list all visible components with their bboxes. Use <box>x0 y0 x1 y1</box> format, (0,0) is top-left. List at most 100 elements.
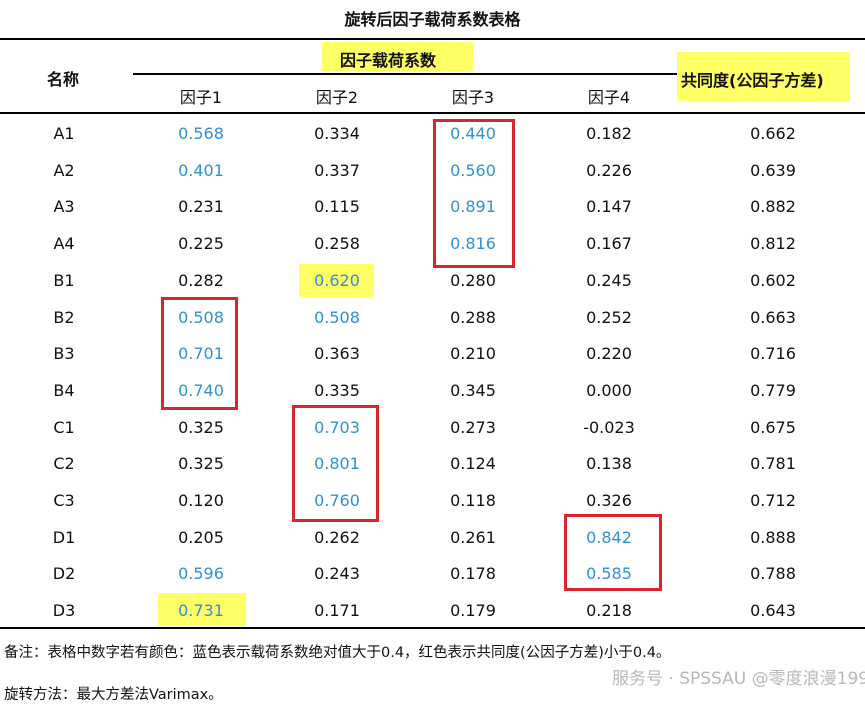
table-cell-f1: 0.231 <box>178 197 224 217</box>
table-title: 旋转后因子载荷系数表格 <box>344 10 521 29</box>
remark-note: 备注：表格中数字若有颜色：蓝色表示载荷系数绝对值大于0.4，红色表示共同度(公因… <box>4 645 671 661</box>
table-cell-comm: 0.639 <box>750 160 796 180</box>
table-cell-f1: 0.401 <box>178 160 224 180</box>
table-cell-comm: 0.812 <box>750 234 796 254</box>
table-cell-comm: 0.788 <box>750 564 796 584</box>
table-cell-f3: 0.560 <box>450 160 496 180</box>
table-cell-f4: 0.218 <box>586 601 632 621</box>
table-cell-f2: 0.243 <box>314 564 360 584</box>
table-cell-comm: 0.716 <box>750 344 796 364</box>
table-cell-f4: 0.252 <box>586 307 632 327</box>
cell-highlight-b1-f2 <box>299 264 374 297</box>
table-cell-f4: 0.147 <box>586 197 632 217</box>
table-cell-f1: 0.120 <box>178 491 224 510</box>
row-name: B4 <box>53 380 75 400</box>
method-note: 旋转方法：最大方差法Varimax。 <box>4 687 223 703</box>
factor2-header: 因子2 <box>315 88 359 107</box>
red-box-factor3-a <box>433 119 515 268</box>
table-cell-f3: 0.273 <box>450 417 496 437</box>
table-cell-f1: 0.325 <box>178 454 224 474</box>
table-cell-f2: 0.258 <box>314 234 360 254</box>
bottom-rule <box>0 627 865 629</box>
table-cell-f4: 0.138 <box>586 454 632 474</box>
table-cell-comm: 0.882 <box>750 197 796 217</box>
loading-group-highlight <box>322 42 473 71</box>
table-cell-f3: 0.179 <box>450 601 496 621</box>
cell-highlight-d3-f1 <box>158 593 246 626</box>
row-name: D3 <box>52 601 76 621</box>
name-column-header: 名称 <box>47 70 80 89</box>
table-cell-f3: 0.345 <box>450 380 496 400</box>
table-cell-comm: 0.888 <box>750 527 796 547</box>
table-cell-f4: -0.023 <box>583 417 635 437</box>
row-name: B2 <box>53 307 75 327</box>
row-name: A4 <box>53 234 75 254</box>
row-name: B3 <box>53 344 75 364</box>
table-cell-f4: 0.842 <box>586 527 632 547</box>
row-name: C3 <box>53 491 75 510</box>
table-cell-comm: 0.602 <box>750 270 796 290</box>
table-cell-f3: 0.124 <box>450 454 496 474</box>
table-cell-f2: 0.262 <box>314 527 360 547</box>
table-cell-f2: 0.801 <box>314 454 360 474</box>
table-cell-f1: 0.282 <box>178 270 224 290</box>
table-cell-comm: 0.779 <box>750 380 796 400</box>
table-cell-f4: 0.000 <box>586 380 632 400</box>
table-cell-f4: 0.167 <box>586 234 632 254</box>
row-name: D2 <box>52 564 76 584</box>
table-cell-f3: 0.288 <box>450 307 496 327</box>
communality-highlight <box>677 52 850 101</box>
table-cell-f3: 0.118 <box>450 491 496 510</box>
table-cell-f2: 0.363 <box>314 344 360 364</box>
red-box-factor1-b <box>161 297 238 410</box>
table-cell-f2: 0.703 <box>314 417 360 437</box>
table-cell-f3: 0.440 <box>450 124 496 143</box>
table-cell-f4: 0.182 <box>586 124 632 143</box>
table-cell-f3: 0.816 <box>450 234 496 254</box>
row-name: A1 <box>53 124 75 143</box>
table-cell-f4: 0.245 <box>586 270 632 290</box>
table-cell-f1: 0.325 <box>178 417 224 437</box>
table-cell-f4: 0.585 <box>586 564 632 584</box>
row-name: D1 <box>52 527 76 547</box>
table-cell-f2: 0.171 <box>314 601 360 621</box>
table-cell-f2: 0.334 <box>314 124 360 143</box>
row-name: B1 <box>53 270 75 290</box>
table-cell-f2: 0.508 <box>314 307 360 327</box>
table-cell-f1: 0.596 <box>178 564 224 584</box>
row-name: A2 <box>53 160 75 180</box>
table-cell-f4: 0.226 <box>586 160 632 180</box>
table-cell-comm: 0.663 <box>750 307 796 327</box>
table-cell-comm: 0.712 <box>750 491 796 510</box>
top-rule <box>0 38 865 40</box>
table-cell-f1: 0.701 <box>178 344 224 364</box>
table-cell-comm: 0.675 <box>750 417 796 437</box>
factor3-header: 因子3 <box>451 88 495 107</box>
row-name: C2 <box>53 454 75 474</box>
table-cell-f1: 0.205 <box>178 527 224 547</box>
table-cell-comm: 0.781 <box>750 454 796 474</box>
table-cell-f1: 0.740 <box>178 380 224 400</box>
table-cell-f2: 0.115 <box>314 197 360 217</box>
communality-header: 共同度(公因子方差) <box>681 71 824 90</box>
group-rule <box>133 73 680 75</box>
table-cell-f1: 0.225 <box>178 234 224 254</box>
table-cell-f2: 0.760 <box>314 491 360 510</box>
red-box-factor4-d <box>564 514 662 591</box>
table-cell-f3: 0.261 <box>450 527 496 547</box>
table-cell-f1: 0.731 <box>178 601 224 621</box>
row-name: C1 <box>53 417 75 437</box>
factor4-header: 因子4 <box>587 88 631 107</box>
table-cell-comm: 0.662 <box>750 124 796 143</box>
table-cell-f2: 0.620 <box>314 270 360 290</box>
table-cell-f4: 0.220 <box>586 344 632 364</box>
table-cell-f3: 0.280 <box>450 270 496 290</box>
table-cell-f3: 0.210 <box>450 344 496 364</box>
row-name: A3 <box>53 197 75 217</box>
table-cell-comm: 0.643 <box>750 601 796 621</box>
table-cell-f3: 0.891 <box>450 197 496 217</box>
table-cell-f4: 0.326 <box>586 491 632 510</box>
table-cell-f2: 0.335 <box>314 380 360 400</box>
table-cell-f3: 0.178 <box>450 564 496 584</box>
loading-group-header: 因子载荷系数 <box>340 51 437 70</box>
